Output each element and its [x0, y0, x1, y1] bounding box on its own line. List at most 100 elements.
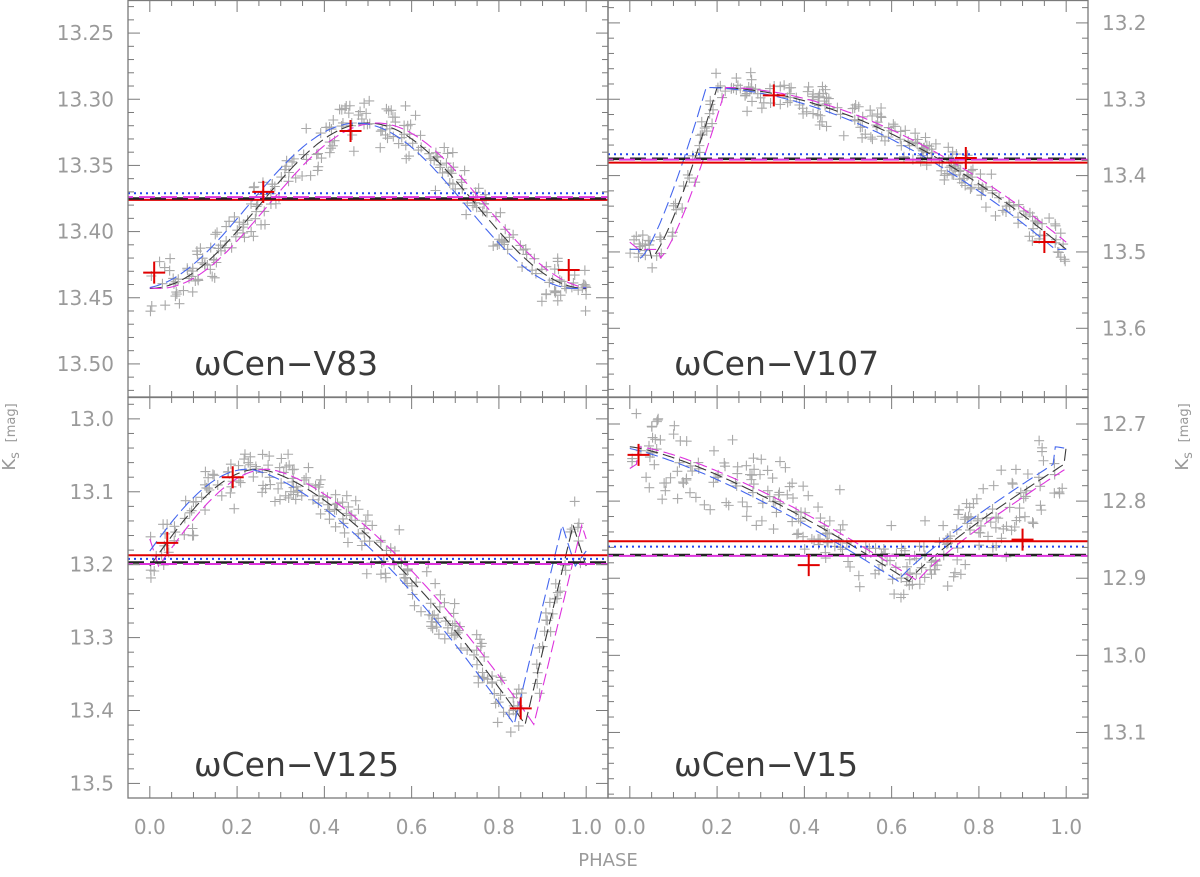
- observation-point: [967, 164, 978, 175]
- template-fit-blue: [149, 122, 587, 290]
- observation-point: [171, 289, 182, 300]
- observation-point: [919, 572, 930, 583]
- observation-point: [242, 215, 253, 226]
- svg-text:Ks [mag]: Ks [mag]: [0, 403, 23, 470]
- observation-point: [267, 179, 278, 190]
- observation-point: [324, 514, 335, 525]
- observation-point: [394, 524, 405, 535]
- template-fit-black: [149, 122, 587, 290]
- key-epoch-point: [509, 697, 532, 720]
- observation-point: [649, 459, 660, 470]
- observation-point: [660, 485, 671, 496]
- observation-point: [229, 211, 240, 222]
- observation-point: [991, 512, 1002, 523]
- observation-point: [343, 501, 354, 512]
- observation-point: [341, 490, 352, 501]
- observation-point: [516, 688, 527, 699]
- template-fit-black: [629, 446, 1067, 582]
- observation-point: [401, 153, 412, 164]
- observation-point: [573, 285, 584, 296]
- observation-point: [720, 461, 731, 472]
- observation-point: [287, 464, 298, 475]
- observation-point: [875, 111, 886, 122]
- observation-point: [301, 123, 312, 134]
- observation-point: [920, 132, 931, 143]
- observation-point: [996, 465, 1007, 476]
- y-tick-label: 13.45: [57, 286, 114, 310]
- observation-point: [356, 540, 367, 551]
- observation-point: [164, 265, 175, 276]
- observation-point: [853, 570, 864, 581]
- observation-point: [406, 580, 417, 591]
- y-tick-label: 13.4: [1102, 164, 1147, 188]
- observation-point: [342, 537, 353, 548]
- observation-point: [711, 68, 722, 79]
- observation-point: [476, 638, 487, 649]
- observation-point: [170, 291, 181, 302]
- template-fit-black: [149, 468, 587, 726]
- observation-point: [505, 727, 516, 738]
- observation-point: [657, 494, 668, 505]
- observation-point: [807, 91, 818, 102]
- observation-point: [1035, 481, 1046, 492]
- observation-point: [469, 649, 480, 660]
- observation-point: [301, 154, 312, 165]
- observation-point: [641, 472, 652, 483]
- observation-point: [264, 451, 275, 462]
- observation-point: [579, 265, 590, 276]
- panel-frame: [607, 0, 1089, 398]
- observation-point: [513, 720, 524, 731]
- observation-point: [821, 121, 832, 132]
- observation-point: [785, 88, 796, 99]
- observation-point: [290, 172, 301, 183]
- key-epoch-point: [954, 147, 977, 170]
- observation-point: [685, 460, 696, 471]
- observation-point: [835, 109, 846, 120]
- observation-point: [531, 659, 542, 670]
- observation-point: [956, 177, 967, 188]
- observation-point: [216, 245, 227, 256]
- observation-point: [695, 130, 706, 141]
- observation-point: [817, 81, 828, 92]
- y-tick-label: 13.2: [69, 553, 114, 577]
- x-tick-label: 0.8: [483, 815, 515, 839]
- observation-point: [337, 497, 348, 508]
- observation-point: [433, 629, 444, 640]
- observation-point: [834, 484, 845, 495]
- observation-point: [857, 132, 868, 143]
- observation-point: [402, 120, 413, 131]
- observation-point: [748, 479, 759, 490]
- observation-point: [256, 219, 267, 230]
- observation-point: [367, 520, 378, 531]
- y-tick-label: 13.3: [69, 626, 114, 650]
- observation-point: [431, 622, 442, 633]
- observation-point: [210, 229, 221, 240]
- observation-point: [775, 99, 786, 110]
- panel-label: ωCen−V15: [674, 745, 858, 784]
- observation-point: [910, 137, 921, 148]
- observation-point: [1027, 517, 1038, 528]
- x-tick-label: 0.8: [963, 815, 995, 839]
- template-fit-magenta: [629, 86, 1067, 259]
- observation-point: [375, 142, 386, 153]
- observation-point: [1050, 220, 1061, 231]
- observation-point: [787, 516, 798, 527]
- observation-point: [549, 285, 560, 296]
- observation-point: [364, 95, 375, 106]
- key-epoch-point: [143, 261, 166, 284]
- observation-point: [211, 257, 222, 268]
- observation-point: [699, 499, 710, 510]
- observation-point: [741, 511, 752, 522]
- observation-point: [627, 456, 638, 467]
- observation-point: [990, 522, 1001, 533]
- observation-point: [644, 239, 655, 250]
- observation-point: [360, 516, 371, 527]
- observation-point: [381, 103, 392, 114]
- observation-point: [434, 601, 445, 612]
- observation-point: [696, 116, 707, 127]
- observation-point: [675, 435, 686, 446]
- observation-point: [187, 530, 198, 541]
- observation-point: [303, 462, 314, 473]
- observation-point: [187, 286, 198, 297]
- observation-point: [541, 289, 552, 300]
